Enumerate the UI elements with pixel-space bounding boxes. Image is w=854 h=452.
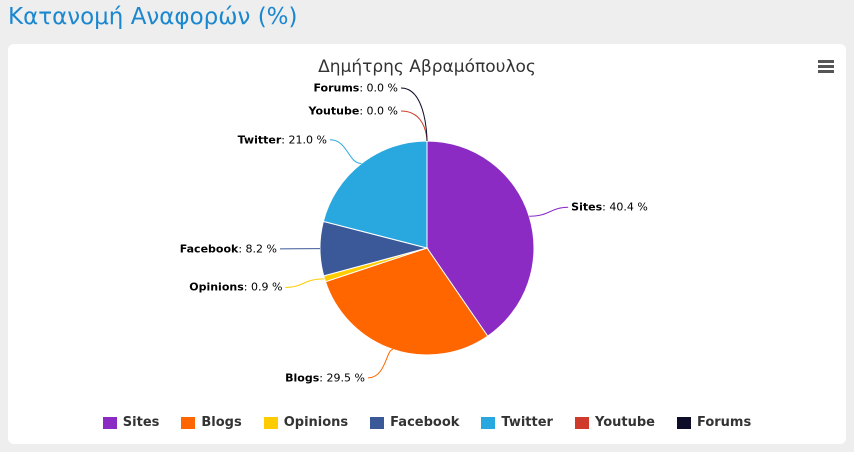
pie-slice [324, 247, 489, 356]
data-label: Twitter 21.0 % [238, 133, 327, 146]
data-label-value: 0.9 % [251, 280, 283, 294]
legend-label: Twitter [501, 415, 553, 430]
legend-label: Sites [122, 415, 160, 430]
data-label: Opinions 0.9 % [189, 281, 282, 294]
connector [529, 206, 569, 217]
data-label-name: Twitter [238, 133, 285, 146]
legend-swatch [181, 416, 196, 429]
legend-swatch [370, 416, 385, 429]
data-label: Youtube 0.0 % [309, 105, 398, 118]
legend-label: Facebook [390, 415, 460, 430]
legend-label: Opinions [283, 415, 349, 430]
legend-item[interactable]: Twitter [481, 415, 553, 430]
connector [329, 139, 362, 164]
data-label: Blogs 29.5 % [285, 371, 365, 384]
legend-swatch [574, 416, 589, 429]
data-label-name: Facebook [180, 242, 242, 255]
data-label: Forums 0.0 % [313, 82, 398, 95]
connector [400, 87, 428, 142]
legend: Sites Blogs Opinions Facebook Twitter Youtube… [0, 415, 854, 430]
data-label-value: 0.0 % [366, 104, 398, 118]
data-label-name: Opinions [189, 281, 247, 294]
connector [367, 348, 394, 379]
data-label-name: Sites [571, 201, 606, 214]
connector [285, 278, 325, 288]
data-label-value: 0.0 % [366, 81, 398, 95]
legend-item[interactable]: Youtube [574, 415, 655, 430]
data-label-value: 21.0 % [288, 133, 327, 147]
header-title: Κατανομή Αναφορών (%) [8, 4, 298, 30]
legend-label: Blogs [201, 415, 242, 430]
legend-item[interactable]: Sites [102, 415, 160, 430]
chart-title: Δημήτρης Αβραμόπουλος [318, 57, 536, 77]
legend-swatch [102, 416, 117, 429]
legend-swatch [263, 416, 278, 429]
legend-swatch [481, 416, 496, 429]
legend-item[interactable]: Forums [676, 415, 752, 430]
data-label: Sites 40.4 % [571, 201, 648, 214]
data-label-name: Forums [313, 82, 363, 95]
legend-label: Forums [696, 415, 752, 430]
legend-item[interactable]: Blogs [181, 415, 242, 430]
pie-slice [322, 140, 428, 249]
legend-item[interactable]: Opinions [263, 415, 349, 430]
data-label-value: 8.2 % [245, 242, 277, 256]
connector [400, 110, 428, 142]
legend-label: Youtube [594, 415, 655, 430]
data-label-value: 40.4 % [609, 200, 648, 214]
data-label: Facebook 8.2 % [180, 242, 277, 255]
data-label-name: Youtube [309, 105, 364, 118]
legend-item[interactable]: Facebook [370, 415, 459, 430]
menu-button[interactable] [818, 60, 834, 74]
data-label-value: 29.5 % [326, 371, 365, 385]
data-label-name: Blogs [285, 371, 323, 384]
legend-swatch [676, 416, 691, 429]
